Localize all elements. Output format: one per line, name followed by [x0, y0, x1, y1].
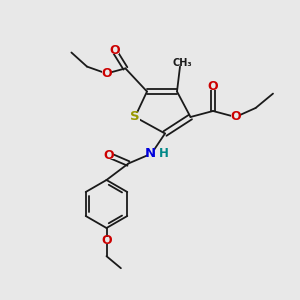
- FancyBboxPatch shape: [110, 48, 119, 54]
- FancyBboxPatch shape: [147, 150, 156, 157]
- Text: O: O: [230, 110, 241, 124]
- FancyBboxPatch shape: [102, 70, 111, 77]
- Text: O: O: [208, 80, 218, 93]
- Text: O: O: [103, 149, 114, 162]
- Text: H: H: [159, 147, 168, 160]
- Text: O: O: [101, 234, 112, 247]
- FancyBboxPatch shape: [209, 83, 217, 90]
- Text: S: S: [130, 110, 140, 124]
- FancyBboxPatch shape: [130, 113, 140, 121]
- FancyBboxPatch shape: [231, 114, 240, 120]
- Text: CH₃: CH₃: [172, 58, 192, 68]
- Text: N: N: [145, 147, 156, 160]
- FancyBboxPatch shape: [102, 237, 111, 244]
- Text: O: O: [109, 44, 120, 58]
- Text: O: O: [101, 67, 112, 80]
- FancyBboxPatch shape: [105, 152, 114, 159]
